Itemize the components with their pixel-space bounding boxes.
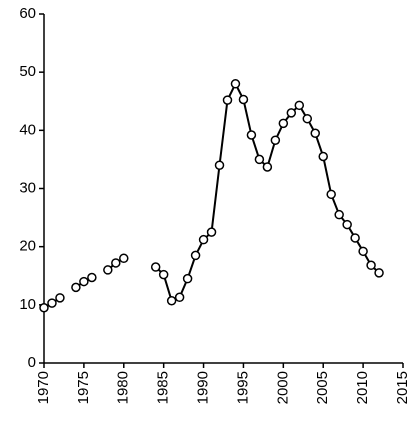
x-tick-label: 1995 bbox=[234, 371, 251, 404]
data-point bbox=[71, 282, 81, 293]
x-tick-label: 1985 bbox=[155, 371, 172, 404]
x-tick-label: 2015 bbox=[394, 371, 411, 404]
y-tick-label: 10 bbox=[19, 296, 36, 313]
data-point bbox=[278, 118, 289, 129]
x-tick-label: 1970 bbox=[35, 371, 52, 404]
data-point bbox=[254, 154, 265, 165]
data-point bbox=[238, 94, 249, 105]
data-point bbox=[39, 302, 49, 313]
data-point bbox=[342, 219, 352, 230]
data-point bbox=[334, 209, 344, 220]
y-tick-label: 50 bbox=[19, 63, 36, 80]
x-tick-label: 2000 bbox=[274, 371, 291, 404]
data-point bbox=[350, 233, 360, 243]
data-point bbox=[318, 151, 328, 162]
data-point bbox=[206, 227, 217, 237]
data-point bbox=[198, 234, 209, 245]
data-point bbox=[326, 189, 336, 200]
data-point bbox=[166, 296, 177, 306]
data-point bbox=[119, 253, 129, 264]
data-point bbox=[374, 268, 384, 278]
y-tick-label: 20 bbox=[19, 238, 36, 255]
x-tick-label: 2005 bbox=[314, 371, 331, 404]
data-point bbox=[358, 246, 368, 257]
data-point bbox=[270, 135, 281, 145]
data-point bbox=[222, 95, 233, 105]
y-tick-label: 60 bbox=[19, 5, 36, 22]
y-tick-label: 0 bbox=[28, 354, 36, 371]
data-point bbox=[87, 272, 97, 283]
data-point bbox=[214, 160, 225, 170]
data-point bbox=[111, 258, 121, 268]
data-point bbox=[182, 273, 193, 284]
data-point bbox=[230, 79, 241, 89]
data-point bbox=[79, 276, 89, 287]
data-point bbox=[286, 108, 297, 118]
data-point bbox=[366, 260, 376, 271]
data-point bbox=[262, 162, 273, 172]
data-point bbox=[246, 130, 257, 140]
series-line bbox=[155, 81, 380, 303]
data-point bbox=[310, 128, 320, 138]
x-tick-label: 2010 bbox=[354, 371, 371, 404]
data-point bbox=[190, 250, 201, 261]
data-point bbox=[158, 269, 169, 280]
y-tick-label: 30 bbox=[19, 179, 36, 196]
data-point bbox=[150, 262, 161, 272]
x-tick-label: 1980 bbox=[115, 371, 132, 404]
data-point bbox=[294, 100, 305, 111]
data-point bbox=[47, 298, 57, 308]
data-point bbox=[302, 113, 313, 124]
data-point bbox=[55, 293, 65, 303]
x-tick-label: 1975 bbox=[75, 371, 92, 404]
data-point bbox=[174, 292, 185, 303]
x-tick-label: 1990 bbox=[195, 371, 212, 404]
data-point bbox=[103, 265, 113, 275]
y-tick-label: 40 bbox=[19, 121, 36, 138]
